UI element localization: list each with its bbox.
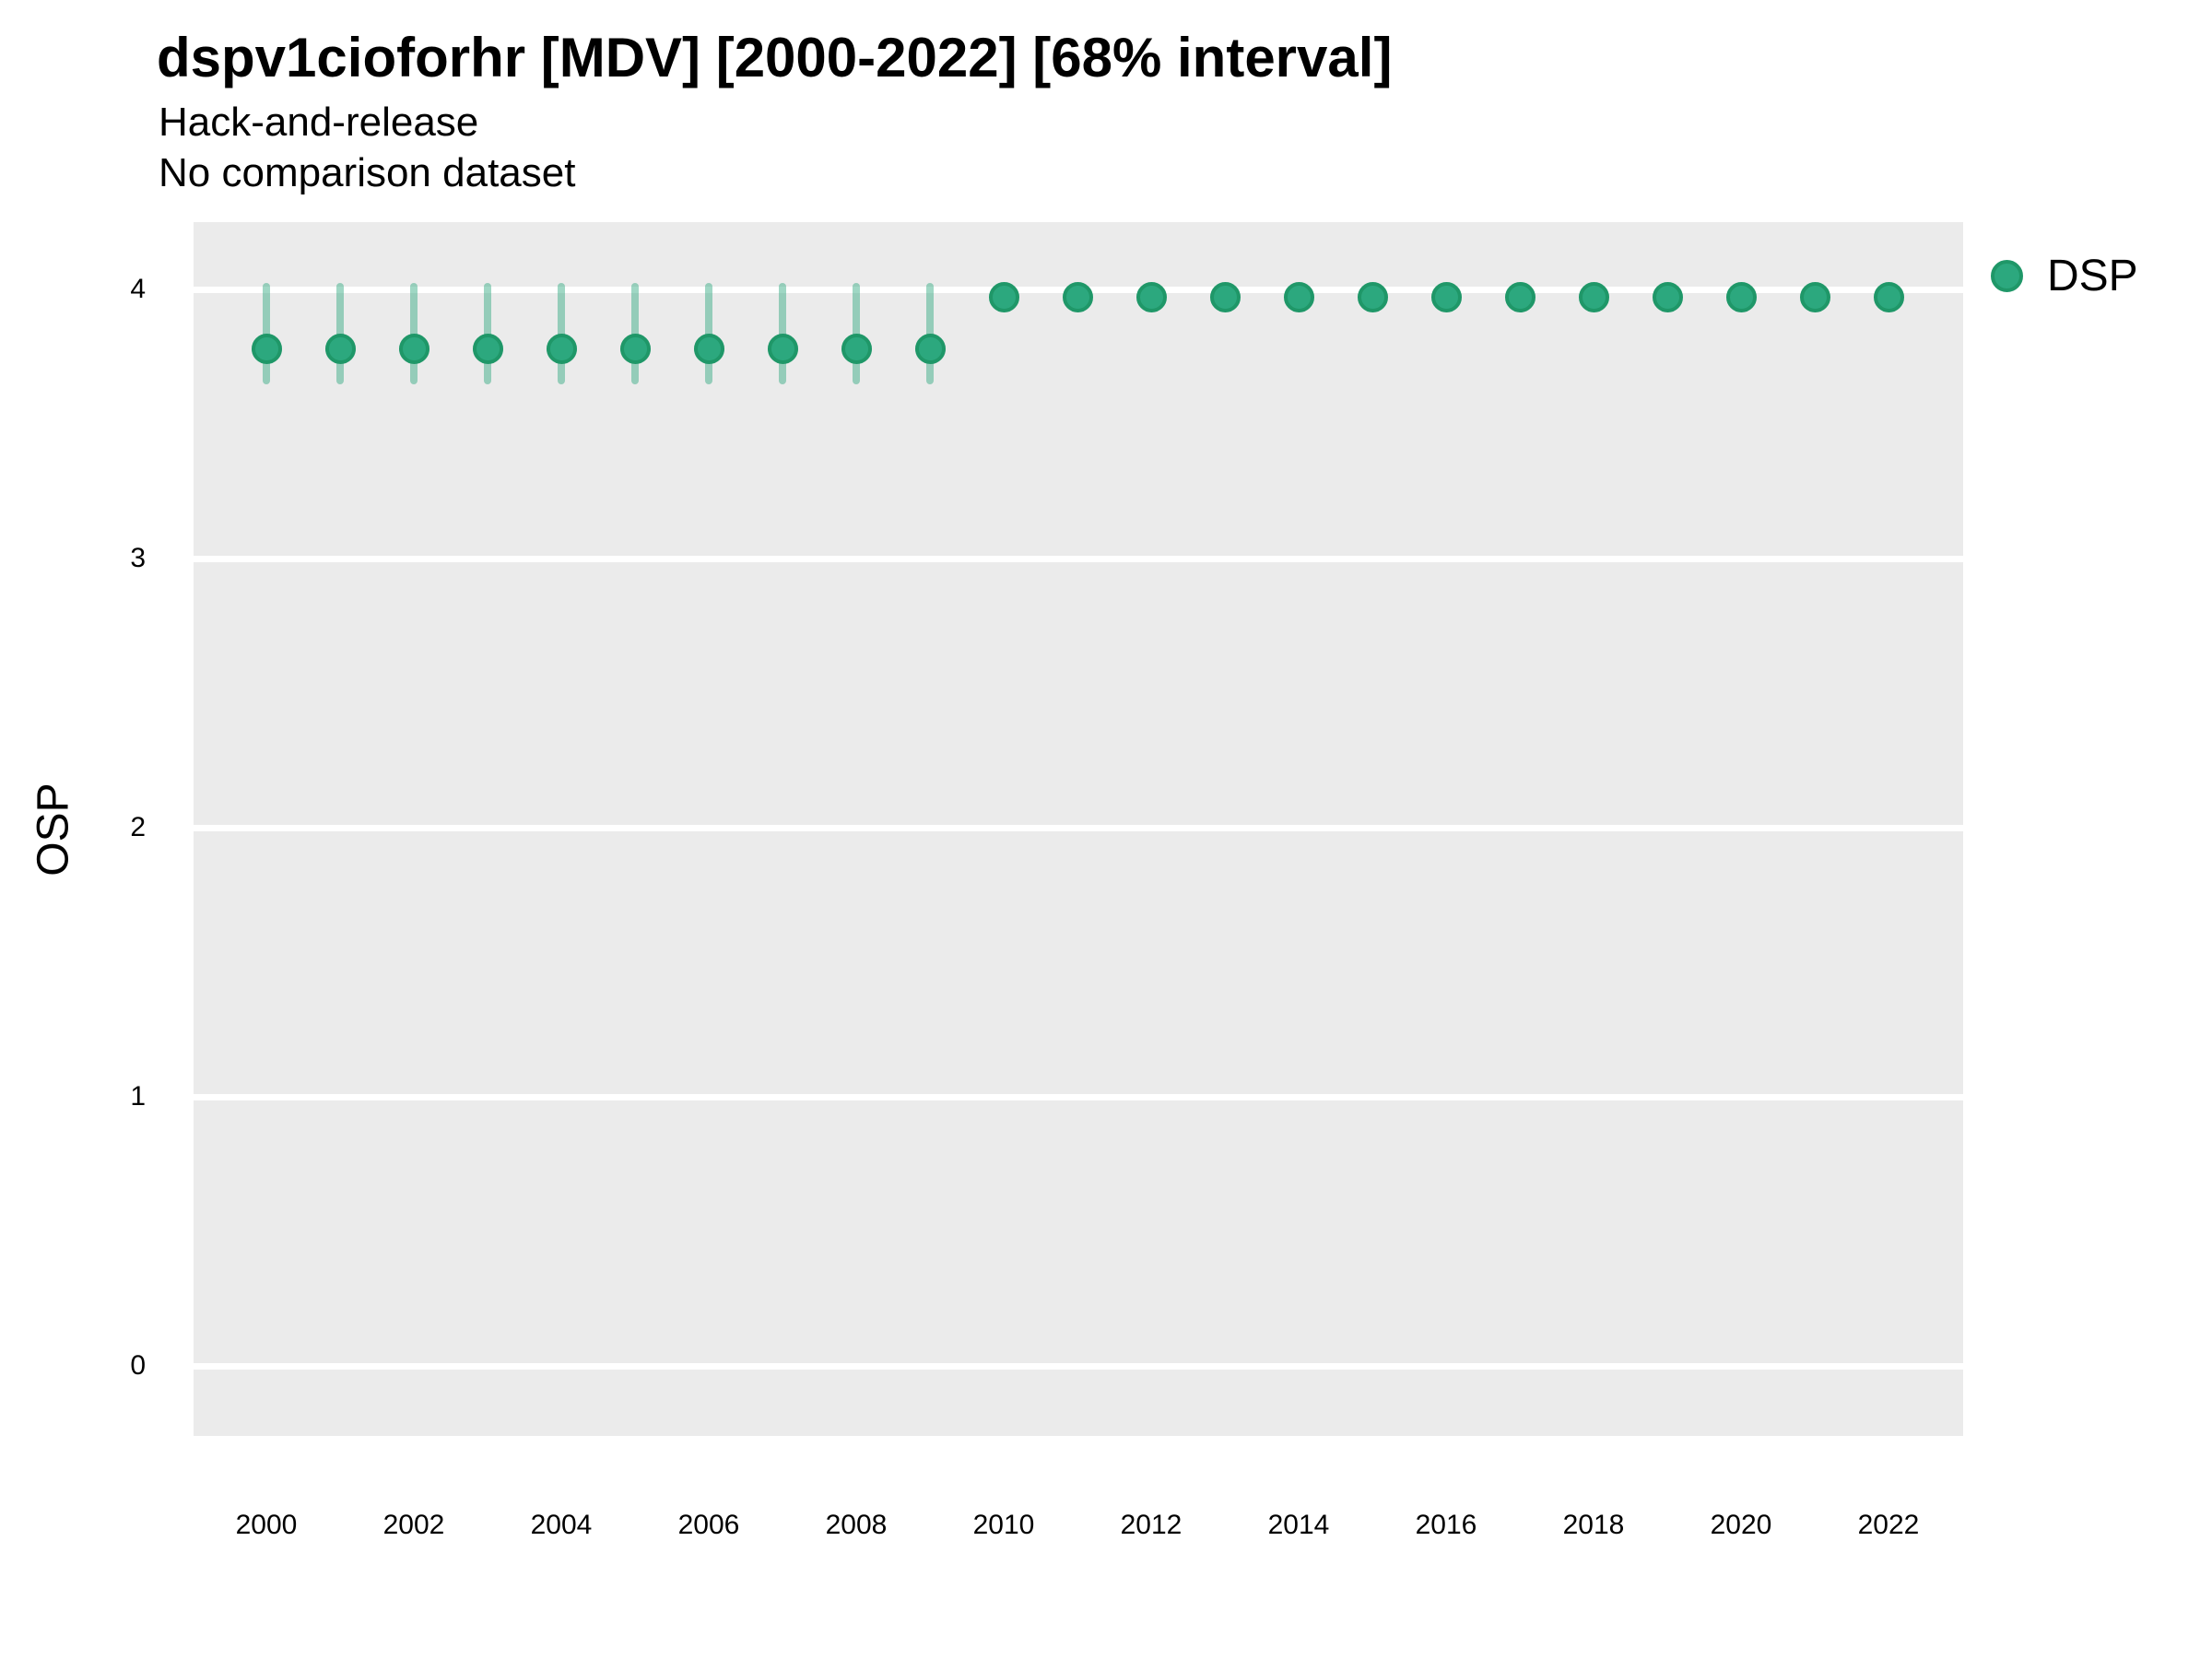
data-point [988, 282, 1019, 313]
x-tick-label: 2012 [1120, 1510, 1182, 1540]
chart-subtitle-line2: No comparison dataset [159, 150, 576, 195]
x-tick-label: 2014 [1267, 1510, 1330, 1540]
gridline-y-1 [194, 1093, 1963, 1100]
x-tick-label: 2008 [825, 1510, 888, 1540]
data-point [472, 333, 503, 364]
data-point [1799, 282, 1830, 313]
data-point [324, 333, 356, 364]
x-tick-label: 2000 [235, 1510, 298, 1540]
data-point [1652, 282, 1683, 313]
gridline-y-3 [194, 555, 1963, 562]
data-point [1062, 282, 1093, 313]
gridline-y-0 [194, 1362, 1963, 1370]
x-tick-label: 2016 [1415, 1510, 1477, 1540]
data-point [1430, 282, 1462, 313]
y-tick-label: 2 [130, 812, 146, 842]
x-tick-label: 2010 [972, 1510, 1035, 1540]
x-tick-label: 2018 [1562, 1510, 1625, 1540]
chart-subtitle-line1: Hack-and-release [159, 100, 479, 145]
data-point [914, 333, 946, 364]
data-point [1873, 282, 1904, 313]
data-point [619, 333, 651, 364]
data-point [767, 333, 798, 364]
x-tick-label: 2020 [1710, 1510, 1772, 1540]
data-point [1725, 282, 1757, 313]
data-point [1209, 282, 1241, 313]
data-point [693, 333, 724, 364]
chart-title: dspv1cioforhr [MDV] [2000-2022] [68% int… [157, 27, 1393, 88]
data-point [841, 333, 872, 364]
data-point [1578, 282, 1609, 313]
data-point [1357, 282, 1388, 313]
y-tick-label: 1 [130, 1081, 146, 1112]
y-tick-label: 3 [130, 543, 146, 573]
y-tick-label: 4 [130, 274, 146, 304]
x-tick-label: 2022 [1857, 1510, 1920, 1540]
data-point [1504, 282, 1535, 313]
y-tick-label: 0 [130, 1350, 146, 1381]
legend-label: DSP [2047, 252, 2138, 300]
legend-point-icon [1991, 260, 2023, 292]
data-point [1283, 282, 1314, 313]
data-point [1135, 282, 1167, 313]
x-tick-label: 2002 [382, 1510, 445, 1540]
legend: DSP [1991, 251, 2138, 301]
data-point [546, 333, 577, 364]
plot-panel [194, 222, 1963, 1436]
x-tick-label: 2004 [530, 1510, 593, 1540]
data-point [398, 333, 429, 364]
data-point [251, 333, 282, 364]
gridline-y-2 [194, 824, 1963, 831]
x-tick-label: 2006 [677, 1510, 740, 1540]
